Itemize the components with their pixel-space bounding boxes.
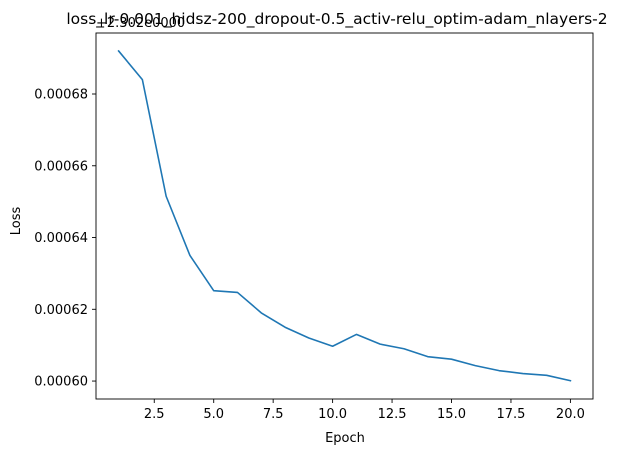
y-axis-label: Loss — [9, 207, 24, 236]
x-tick-label: 17.5 — [496, 407, 525, 422]
x-tick-label: 5.0 — [203, 407, 224, 422]
x-axis-ticks: 2.5 5.0 7.5 10.0 12.5 15.0 17.5 20.0 — [144, 399, 585, 422]
y-axis-offset-label: +2.302e0000 — [96, 16, 185, 31]
y-tick-label: 0.00066 — [34, 159, 88, 174]
y-axis-ticks: 0.00060 0.00062 0.00064 0.00066 0.00068 — [34, 88, 96, 390]
x-tick-label: 15.0 — [437, 407, 466, 422]
x-tick-label: 12.5 — [378, 407, 407, 422]
x-tick-label: 2.5 — [144, 407, 165, 422]
loss-series-line — [117, 49, 572, 382]
plot-area — [96, 33, 593, 399]
y-tick-label: 0.00060 — [34, 375, 88, 390]
y-tick-label: 0.00062 — [34, 303, 88, 318]
plot-frame — [95, 32, 594, 400]
y-tick-label: 0.00064 — [34, 231, 88, 246]
x-tick-label: 10.0 — [318, 407, 347, 422]
x-tick-label: 7.5 — [263, 407, 284, 422]
chart-title: loss_lr-0.001_hidsz-200_dropout-0.5_acti… — [66, 10, 607, 29]
y-tick-label: 0.00068 — [34, 88, 88, 103]
x-axis-label: Epoch — [325, 431, 365, 446]
x-tick-label: 20.0 — [556, 407, 585, 422]
